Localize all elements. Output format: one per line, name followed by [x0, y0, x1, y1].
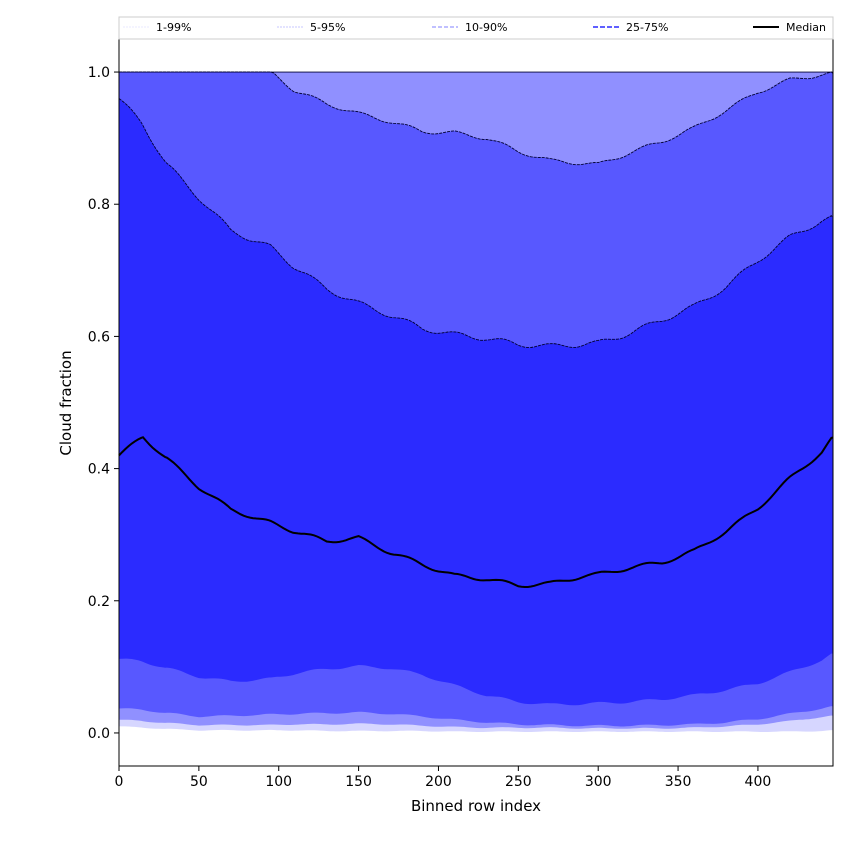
y-axis: 0.0 0.2 0.4 0.6 0.8 1.0 [88, 65, 119, 742]
legend-box [118, 16, 834, 40]
legend-label: 1-99% [156, 21, 191, 34]
x-tick-label: 250 [505, 774, 532, 790]
x-axis: 0 50 100 150 200 250 300 350 400 [115, 766, 772, 790]
median-line [118, 436, 834, 588]
x-tick-label: 300 [585, 774, 612, 790]
percentile-bands [118, 71, 834, 732]
y-tick-label: 0.2 [88, 594, 110, 610]
x-tick-label: 50 [190, 774, 208, 790]
y-tick-label: 0.0 [88, 726, 110, 742]
y-tick-label: 0.4 [88, 462, 110, 478]
x-axis-label: Binned row index [411, 797, 541, 815]
x-tick-label: 0 [115, 774, 124, 790]
y-tick-label: 0.8 [88, 197, 110, 213]
band-25-75 [119, 98, 833, 706]
x-tick-label: 150 [345, 774, 372, 790]
x-tick-label: 400 [745, 774, 772, 790]
y-tick-label: 1.0 [88, 65, 110, 81]
x-tick-label: 100 [265, 774, 292, 790]
x-tick-label: 350 [665, 774, 692, 790]
edge-25-75-upper [118, 98, 834, 349]
legend: 1-99% 5-95% 10-90% 25-75% Median [118, 16, 834, 40]
x-tick-label: 200 [425, 774, 452, 790]
legend-label: 25-75% [626, 21, 668, 34]
y-axis-label: Cloud fraction [57, 350, 75, 455]
legend-label: 5-95% [310, 21, 345, 34]
legend-label: Median [786, 21, 826, 34]
legend-label: 10-90% [465, 21, 507, 34]
y-tick-label: 0.6 [88, 329, 110, 345]
median-layer [118, 436, 834, 588]
